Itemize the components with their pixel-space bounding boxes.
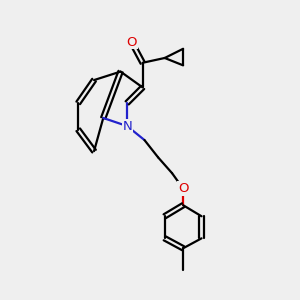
Text: O: O [126,36,137,49]
Text: N: N [122,120,132,133]
Text: O: O [178,182,188,195]
